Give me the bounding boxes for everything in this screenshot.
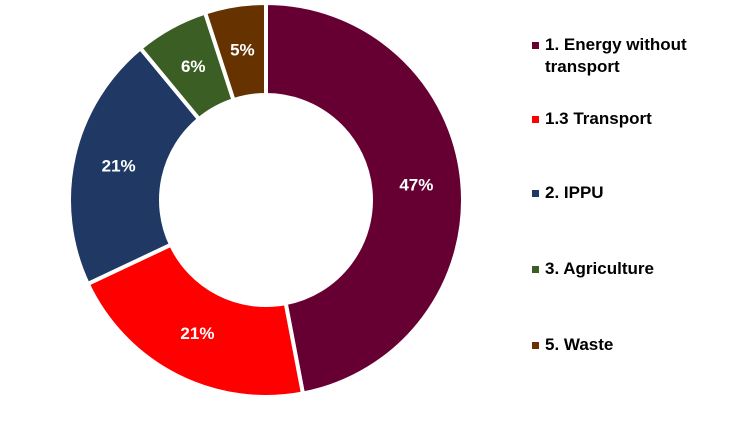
legend-swatch <box>532 266 539 273</box>
data-label: 5% <box>230 40 255 59</box>
data-label: 21% <box>102 157 136 176</box>
data-label: 6% <box>181 57 206 76</box>
donut-slice <box>264 0 465 396</box>
legend-swatch <box>532 342 539 349</box>
legend-item: 1. Energy without transport <box>532 34 735 78</box>
legend-swatch <box>532 42 539 49</box>
donut-slice <box>202 0 268 103</box>
legend-item: 1.3 Transport <box>532 108 735 130</box>
legend-label: 5. Waste <box>545 335 614 354</box>
legend-item: 3. Agriculture <box>532 258 735 280</box>
legend-swatch <box>532 190 539 197</box>
data-label: 21% <box>180 324 214 343</box>
donut-slice <box>85 242 306 399</box>
legend-item: 2. IPPU <box>532 182 735 204</box>
legend-swatch <box>532 116 539 123</box>
legend-label: 2. IPPU <box>545 183 604 202</box>
legend-label: 3. Agriculture <box>545 259 654 278</box>
legend-label: 1.3 Transport <box>545 109 652 128</box>
data-label: 47% <box>399 175 433 194</box>
donut-slice <box>67 45 202 287</box>
legend-item: 5. Waste <box>532 334 735 356</box>
legend-label: 1. Energy without transport <box>545 35 687 76</box>
